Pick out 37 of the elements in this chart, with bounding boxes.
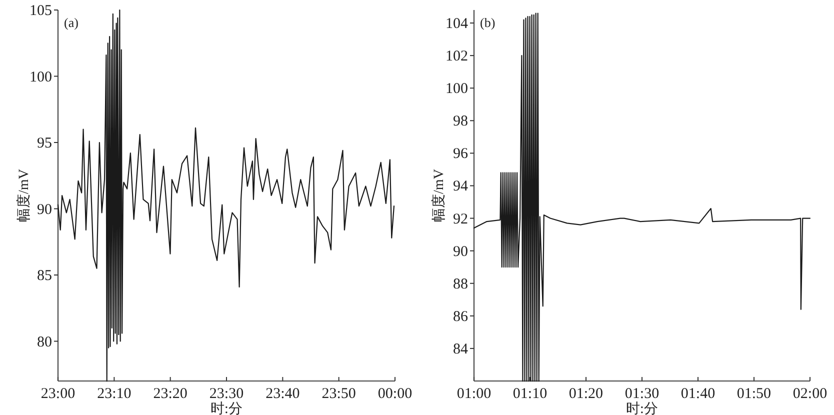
x-tick-label: 23:50 bbox=[322, 386, 356, 402]
y-tick-label: 94 bbox=[453, 178, 468, 195]
y-tick-label: 88 bbox=[453, 276, 468, 292]
y-tick-label: 90 bbox=[37, 202, 52, 218]
y-tick-label: 100 bbox=[30, 69, 52, 86]
x-tick-label: 01:00 bbox=[456, 386, 492, 402]
x-tick-label: 23:10 bbox=[97, 386, 132, 402]
x-axis-title: 时:分 bbox=[626, 401, 658, 415]
x-tick-label: 02:00 bbox=[792, 386, 828, 402]
y-tick-label: 92 bbox=[453, 211, 468, 228]
annotation: (b) bbox=[480, 15, 496, 30]
x-tick-label: 01:20 bbox=[568, 386, 604, 402]
x-tick-label: 23:20 bbox=[153, 386, 188, 402]
x-tick-label: 23:30 bbox=[209, 386, 244, 402]
y-tick-label: 96 bbox=[453, 146, 468, 162]
y-tick-label: 80 bbox=[37, 334, 52, 350]
y-tick-label: 86 bbox=[453, 308, 468, 325]
x-tick-label: 01:10 bbox=[512, 386, 548, 402]
x-tick-label: 23:40 bbox=[266, 386, 300, 402]
y-axis-title: 幅度/mV bbox=[16, 169, 32, 222]
y-tick-label: 95 bbox=[37, 136, 52, 152]
y-tick-label: 100 bbox=[446, 81, 468, 98]
x-tick-label: 01:40 bbox=[680, 386, 716, 402]
y-tick-label: 104 bbox=[446, 16, 468, 32]
y-tick-label: 105 bbox=[30, 3, 52, 19]
y-axis-title: 幅度/mV bbox=[431, 169, 447, 222]
y-tick-label: 84 bbox=[453, 341, 468, 358]
x-tick-label: 23:00 bbox=[40, 386, 76, 402]
x-tick-label: 01:50 bbox=[736, 386, 772, 402]
y-tick-label: 90 bbox=[453, 244, 468, 260]
y-tick-label: 85 bbox=[37, 268, 52, 284]
x-axis-title: 时:分 bbox=[210, 401, 242, 415]
x-tick-label: 00:00 bbox=[378, 386, 412, 402]
y-tick-label: 98 bbox=[453, 114, 468, 130]
annotation: (a) bbox=[64, 15, 78, 30]
y-tick-label: 102 bbox=[446, 48, 468, 65]
x-tick-label: 01:30 bbox=[624, 386, 660, 402]
